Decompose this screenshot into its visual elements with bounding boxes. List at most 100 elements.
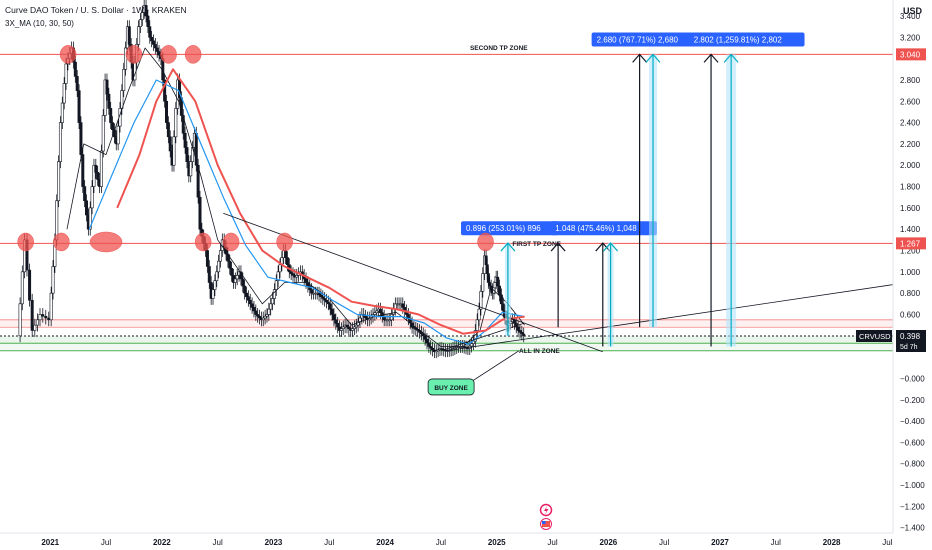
candle-body: [77, 90, 81, 123]
ma-mid-line: [88, 79, 525, 345]
candle-body: [512, 319, 516, 324]
resistance-circles-layer: [17, 45, 494, 253]
first-tp-arrow-1-head: [550, 242, 566, 252]
candle-body: [269, 303, 273, 310]
callout-0896-box: [461, 221, 559, 236]
candle-body: [330, 308, 334, 315]
candle-body: [429, 346, 433, 349]
first-tp-zone-label: FIRST TP ZONE: [512, 241, 561, 248]
resistance-circle: [194, 232, 212, 252]
candle-body: [168, 136, 172, 152]
candle-body: [57, 161, 61, 202]
x-tick-label: 2026: [599, 538, 617, 547]
flag-stripes-icon: [542, 521, 550, 527]
header-layer: Curve DAO Token / U. S. Dollar · 1W · KR…: [5, 5, 187, 28]
candle-body: [211, 289, 215, 299]
x-tick-label: 2025: [488, 538, 506, 547]
resistance-circle: [53, 232, 70, 252]
candle-body: [520, 331, 524, 335]
candle-body: [336, 323, 340, 328]
candle-body: [75, 76, 79, 91]
candle-body: [401, 303, 405, 308]
candle-body: [295, 275, 299, 278]
resistance-circle: [89, 231, 123, 253]
y-tick-label: 2.800: [900, 76, 921, 85]
candle-body: [88, 207, 92, 230]
candle-body: [153, 44, 157, 49]
candle-body: [157, 51, 161, 56]
candle-body: [274, 280, 278, 290]
second-tp-level-badge-text: 3.040: [900, 50, 921, 59]
candle-body: [431, 347, 435, 351]
candle-body: [165, 100, 169, 123]
candle-body: [276, 271, 280, 282]
first-tp-level-badge: [896, 237, 926, 250]
candle-body: [423, 335, 427, 340]
candle-body: [475, 319, 479, 331]
candle-body: [109, 108, 113, 123]
candle-body: [375, 310, 379, 313]
candle-body: [148, 26, 152, 38]
candle-body: [347, 326, 351, 329]
y-tick-label: 0.600: [900, 310, 921, 319]
second-tp-zone-label: SECOND TP ZONE: [470, 45, 528, 52]
candle-body: [345, 324, 349, 328]
candle-body: [391, 308, 395, 315]
resistance-circle: [222, 232, 240, 252]
resistance-circle: [59, 45, 77, 64]
candle-body: [319, 294, 323, 298]
candle-body: [122, 68, 126, 91]
event-icons[interactable]: [539, 503, 553, 530]
candle-body: [263, 315, 267, 319]
candle-body: [18, 303, 22, 337]
second-tp-arrow-1-head: [632, 53, 648, 63]
target-arrows-layer: [500, 53, 739, 347]
y-tick-label: 2.000: [900, 161, 921, 170]
callout-2802-box: [688, 32, 805, 47]
candle-body: [354, 324, 358, 328]
candle-body: [111, 122, 115, 130]
candle-body: [185, 147, 189, 162]
candle-body: [196, 164, 200, 198]
candle-body: [261, 317, 265, 321]
lightning-glyph-icon: [544, 506, 549, 515]
candle-body: [90, 186, 94, 209]
y-tick-label: 2.400: [900, 119, 921, 128]
buy-zone-bubble: [427, 378, 475, 396]
x-tick-label: Jul: [882, 538, 892, 547]
candle-body: [94, 164, 98, 173]
y-tick-label: −0.400: [900, 417, 925, 426]
symbol-title[interactable]: Curve DAO Token / U. S. Dollar · 1W · KR…: [5, 5, 187, 15]
candle-body: [107, 93, 111, 109]
y-tick-label: 1.200: [900, 247, 921, 256]
candle-body: [62, 83, 66, 104]
candle-body: [291, 273, 295, 276]
y-tick-label: 3.400: [900, 12, 921, 21]
resistance-circle: [17, 232, 34, 252]
candle-body: [30, 299, 34, 331]
candle-body: [172, 136, 176, 166]
candle-body: [58, 122, 62, 162]
candle-body: [334, 319, 338, 324]
candle-body: [414, 328, 418, 330]
currency-label: USD: [903, 6, 923, 16]
buy-zone-label: BUY ZONE: [434, 385, 468, 392]
candle-body: [144, 5, 148, 17]
callout-2680: 2.680 (767.71%) 2,680: [597, 36, 679, 45]
indicator-legend[interactable]: 3X_MA (10, 30, 50): [5, 19, 74, 28]
first-tp-arrow-2-head: [595, 242, 611, 252]
candle-body: [245, 292, 249, 298]
candle-body: [364, 315, 368, 319]
candle-body: [498, 285, 502, 296]
candle-body: [352, 326, 356, 329]
price-layer: [18, 0, 526, 359]
symbol-badge-text: CRVUSD: [859, 332, 891, 341]
candle-body: [252, 307, 256, 312]
candle-body: [310, 289, 314, 294]
y-tick-label: −0.000: [900, 374, 925, 383]
candle-body: [321, 296, 325, 299]
candle-body: [477, 308, 481, 321]
candle-body: [378, 308, 382, 313]
